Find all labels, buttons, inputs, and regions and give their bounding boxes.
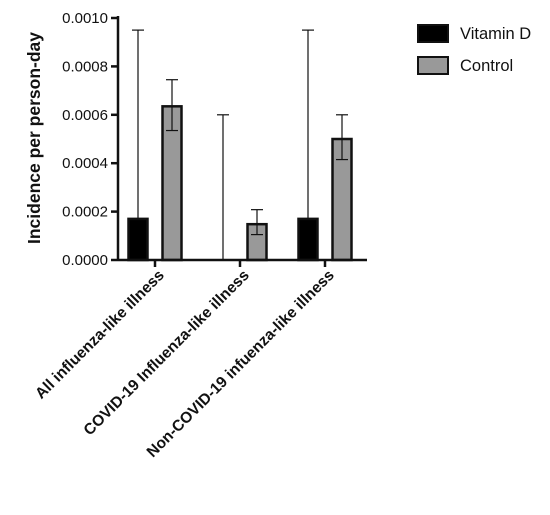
- y-tick-label: 0.0002: [62, 204, 108, 221]
- y-tick-label: 0.0000: [62, 252, 108, 269]
- legend-label: Vitamin D: [460, 25, 531, 43]
- bar-vitamin-d: [297, 217, 319, 262]
- legend: Vitamin D Control: [417, 24, 531, 75]
- y-tick-label: 0.0006: [62, 107, 108, 124]
- y-tick-label: 0.0008: [62, 58, 108, 75]
- bar-vitamin-d: [127, 217, 149, 262]
- y-axis-title: Incidence per person-day: [24, 32, 44, 244]
- legend-swatch: [417, 56, 449, 75]
- x-category-label: Non-COVID-19 infuenza-like illness: [144, 267, 338, 461]
- legend-label: Control: [460, 57, 513, 75]
- bars: [127, 29, 353, 262]
- y-tick-label: 0.0010: [62, 10, 108, 27]
- y-axis: 0.0000 0.0002 0.0004 0.0006 0.0008 0.0010: [62, 10, 120, 269]
- y-tick-label: 0.0004: [62, 155, 108, 172]
- legend-swatch: [417, 24, 449, 43]
- x-category-label: COVID-19 Influenza-like illness: [81, 267, 253, 439]
